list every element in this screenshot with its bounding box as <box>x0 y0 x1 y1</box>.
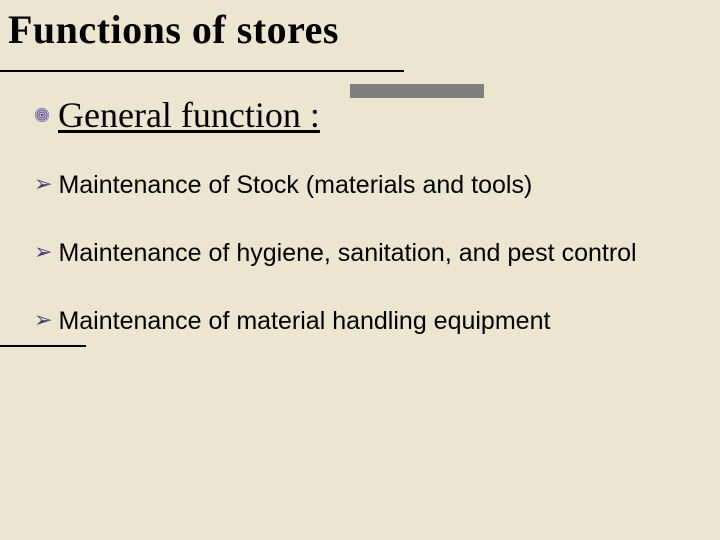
decorative-bar <box>350 84 484 98</box>
bullet-list: ➢ Maintenance of Stock (materials and to… <box>34 170 680 374</box>
list-item: ➢ Maintenance of material handling equip… <box>34 306 680 336</box>
subheading-text: General function : <box>58 94 320 136</box>
title-divider <box>0 70 404 72</box>
slide-title: Functions of stores <box>8 6 339 53</box>
slide: Functions of stores General function : ➢… <box>0 0 720 540</box>
subheading-row: General function : <box>34 94 320 136</box>
list-item: ➢ Maintenance of Stock (materials and to… <box>34 170 680 200</box>
list-item: ➢ Maintenance of hygiene, sanitation, an… <box>34 238 680 268</box>
chevron-right-icon: ➢ <box>34 306 52 334</box>
list-item-text: Maintenance of material handling equipme… <box>58 306 680 336</box>
list-item-text: Maintenance of Stock (materials and tool… <box>58 170 680 200</box>
left-divider <box>0 345 86 347</box>
spiral-bullet-icon <box>34 107 50 123</box>
chevron-right-icon: ➢ <box>34 170 52 198</box>
chevron-right-icon: ➢ <box>34 238 52 266</box>
list-item-text: Maintenance of hygiene, sanitation, and … <box>58 238 680 268</box>
